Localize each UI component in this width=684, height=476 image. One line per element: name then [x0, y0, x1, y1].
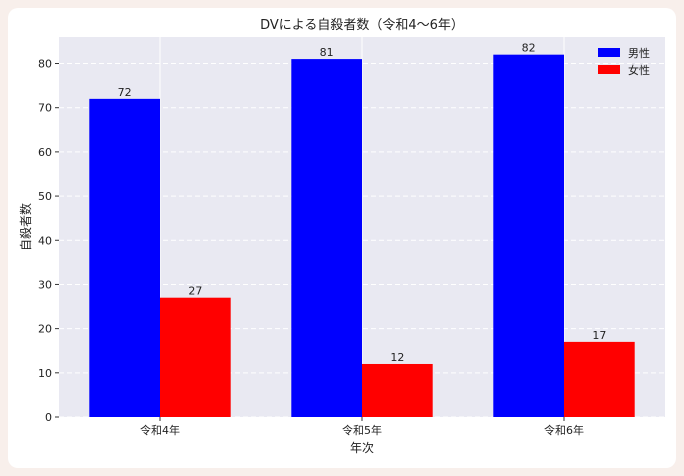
y-tick-label: 10: [38, 367, 52, 380]
bars: 72 27 81 12 82 17: [89, 42, 635, 418]
y-tick-label: 30: [38, 278, 52, 291]
y-tick-label: 0: [45, 411, 52, 424]
bar-chart: 72 27 81 12 82 17 0 10 20 30 40 50 60 70 80 令和4年 令和5年 令和…: [18, 18, 665, 455]
legend-label-female: 女性: [628, 63, 650, 77]
bar-female: [362, 363, 433, 417]
y-tick-label: 70: [38, 102, 52, 115]
bar-male: [89, 98, 160, 417]
legend-swatch-male: [598, 48, 620, 57]
bar-female: [160, 297, 231, 417]
bar-value-label: 81: [320, 46, 334, 59]
y-tick-label: 40: [38, 234, 52, 247]
legend-swatch-female: [598, 65, 620, 74]
bar-value-label: 82: [522, 42, 536, 55]
axes: 0 10 20 30 40 50 60 70 80 令和4年 令和5年 令和6年: [38, 58, 584, 437]
bar-value-label: 27: [188, 285, 202, 298]
bar-value-label: 72: [118, 86, 132, 99]
y-tick-label: 80: [38, 58, 52, 71]
bar-male: [493, 54, 564, 418]
legend-label-male: 男性: [628, 46, 650, 60]
x-tick-label: 令和4年: [140, 423, 180, 437]
chart-title: DVによる自殺者数（令和4〜6年）: [260, 18, 464, 33]
x-axis-title: 年次: [350, 441, 374, 455]
bar-value-label: 12: [390, 351, 404, 364]
bar-male: [291, 59, 362, 418]
chart-card: 72 27 81 12 82 17 0 10 20 30 40 50 60 70 80 令和4年 令和5年 令和…: [8, 8, 676, 468]
x-tick-label: 令和5年: [342, 423, 382, 437]
x-tick-label: 令和6年: [544, 423, 584, 437]
y-tick-label: 50: [38, 190, 52, 203]
bar-female: [564, 341, 635, 417]
y-axis-title: 自殺者数: [18, 203, 33, 251]
y-tick-label: 20: [38, 323, 52, 336]
y-tick-label: 60: [38, 146, 52, 159]
bar-value-label: 17: [592, 329, 606, 342]
legend: 男性 女性: [598, 46, 650, 77]
